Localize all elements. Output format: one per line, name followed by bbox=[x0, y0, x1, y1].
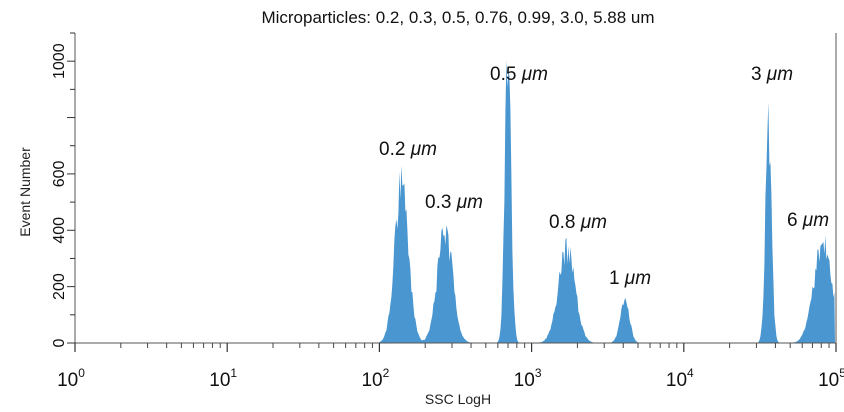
peak-label-number: 6 bbox=[787, 210, 803, 231]
x-tick-base: 10 bbox=[818, 370, 839, 391]
x-tick-exponent: 1 bbox=[230, 366, 237, 380]
peak-label-number: 3 bbox=[751, 64, 767, 85]
plot-frame bbox=[74, 33, 837, 344]
peak-label-number: 0.2 bbox=[379, 139, 411, 160]
x-tick-base: 10 bbox=[361, 370, 382, 391]
x-axis-label: SSC LogH bbox=[425, 391, 491, 407]
peak-label-unit: μm bbox=[766, 64, 793, 85]
x-tick-base: 10 bbox=[57, 370, 78, 391]
y-tick-label: 200 bbox=[51, 273, 68, 300]
y-tick-label: 400 bbox=[51, 217, 68, 244]
x-tick-exponent: 2 bbox=[383, 366, 390, 380]
x-tick-label: 101 bbox=[209, 366, 237, 391]
x-axis-ticks: 100 101 102 103 104 105 bbox=[57, 343, 844, 391]
peak-label-number: 0.3 bbox=[425, 192, 457, 213]
x-tick-exponent: 3 bbox=[535, 366, 542, 380]
peak-label-unit: μm bbox=[410, 139, 437, 160]
x-tick-base: 10 bbox=[514, 370, 535, 391]
y-tick-label: 1000 bbox=[51, 43, 68, 79]
peak-label-unit: μm bbox=[456, 192, 483, 213]
peak-label-unit: μm bbox=[521, 64, 548, 85]
peak-label: 0.2 μm bbox=[379, 139, 437, 160]
y-axis-ticks: 0 200 400 600 1000 bbox=[51, 32, 75, 347]
x-tick-label: 105 bbox=[818, 366, 844, 391]
peak-label: 0.3 μm bbox=[425, 192, 483, 213]
x-tick-base: 10 bbox=[209, 370, 230, 391]
peak-label: 0.8 μm bbox=[549, 212, 607, 233]
peak-label-unit: μm bbox=[580, 212, 607, 233]
x-tick-label: 100 bbox=[57, 366, 85, 391]
y-tick-label: 600 bbox=[51, 160, 68, 187]
peak-label: 1 μm bbox=[609, 268, 651, 289]
y-axis-label: Event Number bbox=[17, 147, 33, 237]
x-tick-label: 104 bbox=[666, 366, 694, 391]
x-tick-exponent: 5 bbox=[839, 366, 844, 380]
y-tick-label: 0 bbox=[51, 338, 68, 347]
peak-label-unit: μm bbox=[624, 268, 651, 289]
x-tick-label: 102 bbox=[361, 366, 389, 391]
x-tick-label: 103 bbox=[514, 366, 542, 391]
peak-label-unit: μm bbox=[802, 210, 829, 231]
peak-label-number: 0.5 bbox=[490, 64, 522, 85]
peak-label-number: 0.8 bbox=[549, 212, 581, 233]
x-tick-exponent: 0 bbox=[78, 366, 85, 380]
chart-title: Microparticles: 0.2, 0.3, 0.5, 0.76, 0.9… bbox=[261, 8, 654, 27]
peak-label: 3 μm bbox=[751, 64, 793, 85]
x-tick-base: 10 bbox=[666, 370, 687, 391]
peak-label: 6 μm bbox=[787, 210, 829, 231]
x-tick-exponent: 4 bbox=[687, 366, 694, 380]
peak-label: 0.5 μm bbox=[490, 64, 548, 85]
peak-label-number: 1 bbox=[609, 268, 625, 289]
peak-annotations: 0.2 μm0.3 μm0.5 μm0.8 μm1 μm3 μm6 μm bbox=[379, 64, 829, 289]
